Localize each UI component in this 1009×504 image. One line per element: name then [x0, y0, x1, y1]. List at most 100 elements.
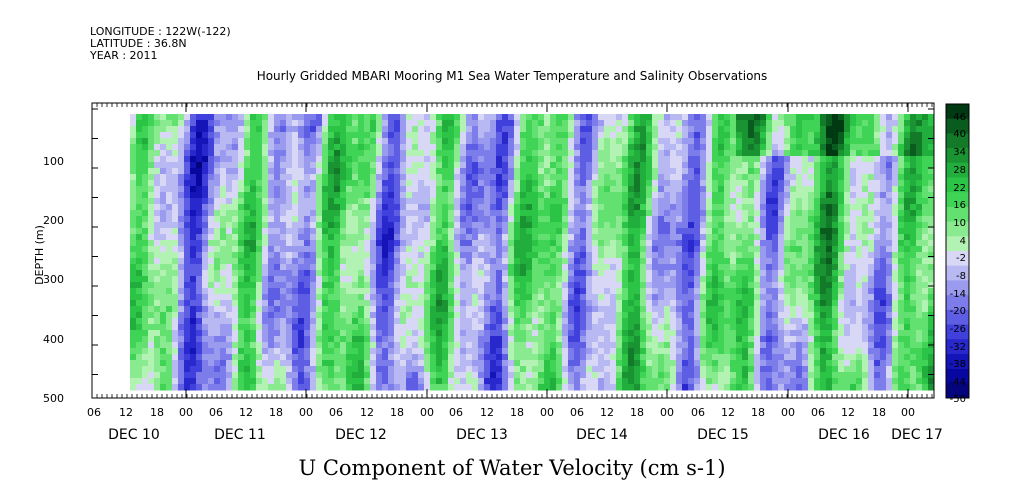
heatmap-cell — [160, 306, 167, 313]
heatmap-cell — [172, 180, 179, 187]
heatmap-cell — [298, 180, 305, 187]
heatmap-cell — [292, 264, 299, 271]
heatmap-cell — [538, 336, 545, 343]
heatmap-cell — [604, 210, 611, 217]
heatmap-cell — [478, 312, 485, 319]
heatmap-cell — [232, 354, 239, 361]
heatmap-cell — [670, 144, 677, 151]
heatmap-cell — [286, 330, 293, 337]
heatmap-cell — [364, 234, 371, 241]
heatmap-cell — [250, 156, 257, 163]
heatmap-cell — [724, 240, 731, 247]
heatmap-cell — [436, 336, 443, 343]
heatmap-cell — [406, 300, 413, 307]
heatmap-cell — [736, 150, 743, 157]
heatmap-cell — [496, 174, 503, 181]
heatmap-cell — [622, 258, 629, 265]
heatmap-cell — [214, 294, 221, 301]
heatmap-cell — [448, 246, 455, 253]
heatmap-cell — [232, 234, 239, 241]
heatmap-cell — [196, 354, 203, 361]
heatmap-cell — [592, 234, 599, 241]
heatmap-cell — [634, 222, 641, 229]
heatmap-cell — [688, 264, 695, 271]
heatmap-cell — [760, 174, 767, 181]
heatmap-cell — [430, 246, 437, 253]
heatmap-cell — [280, 336, 287, 343]
heatmap-cell — [412, 228, 419, 235]
heatmap-cell — [730, 324, 737, 331]
heatmap-cell — [166, 132, 173, 139]
heatmap-cell — [508, 240, 515, 247]
heatmap-cell — [598, 360, 605, 367]
heatmap-cell — [418, 204, 425, 211]
heatmap-cell — [478, 288, 485, 295]
heatmap-cell — [388, 198, 395, 205]
heatmap-cell — [166, 240, 173, 247]
heatmap-cell — [754, 336, 761, 343]
heatmap-cell — [334, 336, 341, 343]
heatmap-cell — [442, 234, 449, 241]
heatmap-cell — [508, 324, 515, 331]
heatmap-cell — [676, 306, 683, 313]
heatmap-cell — [682, 162, 689, 169]
heatmap-cell — [712, 378, 719, 385]
heatmap-cell — [214, 300, 221, 307]
heatmap-cell — [250, 246, 257, 253]
heatmap-cell — [304, 138, 311, 145]
heatmap-cell — [580, 270, 587, 277]
heatmap-cell — [688, 336, 695, 343]
heatmap-cell — [682, 330, 689, 337]
heatmap-cell — [538, 192, 545, 199]
heatmap-cell — [580, 156, 587, 163]
heatmap-cell — [436, 186, 443, 193]
heatmap-cell — [610, 276, 617, 283]
heatmap-cell — [268, 240, 275, 247]
heatmap-cell — [610, 222, 617, 229]
heatmap-cell — [622, 276, 629, 283]
heatmap-cell — [664, 180, 671, 187]
heatmap-cell — [526, 138, 533, 145]
heatmap-cell — [460, 150, 467, 157]
heatmap-cell — [184, 132, 191, 139]
heatmap-cell — [496, 330, 503, 337]
heatmap-cell — [250, 354, 257, 361]
heatmap-cell — [214, 156, 221, 163]
heatmap-cell — [562, 168, 569, 175]
heatmap-cell — [616, 138, 623, 145]
heatmap-cell — [562, 300, 569, 307]
heatmap-cell — [412, 360, 419, 367]
heatmap-cell — [328, 318, 335, 325]
heatmap-cell — [154, 276, 161, 283]
heatmap-cell — [628, 174, 635, 181]
heatmap-cell — [754, 252, 761, 259]
heatmap-cell — [250, 186, 257, 193]
heatmap-cell — [280, 126, 287, 133]
heatmap-cell — [400, 282, 407, 289]
heatmap-cell — [514, 132, 521, 139]
heatmap-cell — [730, 222, 737, 229]
heatmap-cell — [454, 336, 461, 343]
heatmap-cell — [184, 348, 191, 355]
heatmap-cell — [598, 186, 605, 193]
heatmap-cell — [772, 366, 779, 373]
heatmap-cell — [658, 270, 665, 277]
heatmap-cell — [184, 366, 191, 373]
heatmap-cell — [268, 312, 275, 319]
heatmap-cell — [730, 174, 737, 181]
heatmap-cell — [310, 150, 317, 157]
heatmap-cell — [316, 282, 323, 289]
heatmap-cell — [760, 348, 767, 355]
heatmap-cell — [466, 270, 473, 277]
heatmap-cell — [514, 306, 521, 313]
heatmap-cell — [616, 354, 623, 361]
heatmap-cell — [340, 258, 347, 265]
heatmap-cell — [742, 270, 749, 277]
heatmap-cell — [592, 126, 599, 133]
heatmap-cell — [394, 270, 401, 277]
heatmap-cell — [244, 186, 251, 193]
heatmap-cell — [382, 366, 389, 373]
heatmap-cell — [220, 360, 227, 367]
heatmap-cell — [226, 138, 233, 145]
heatmap-cell — [232, 348, 239, 355]
